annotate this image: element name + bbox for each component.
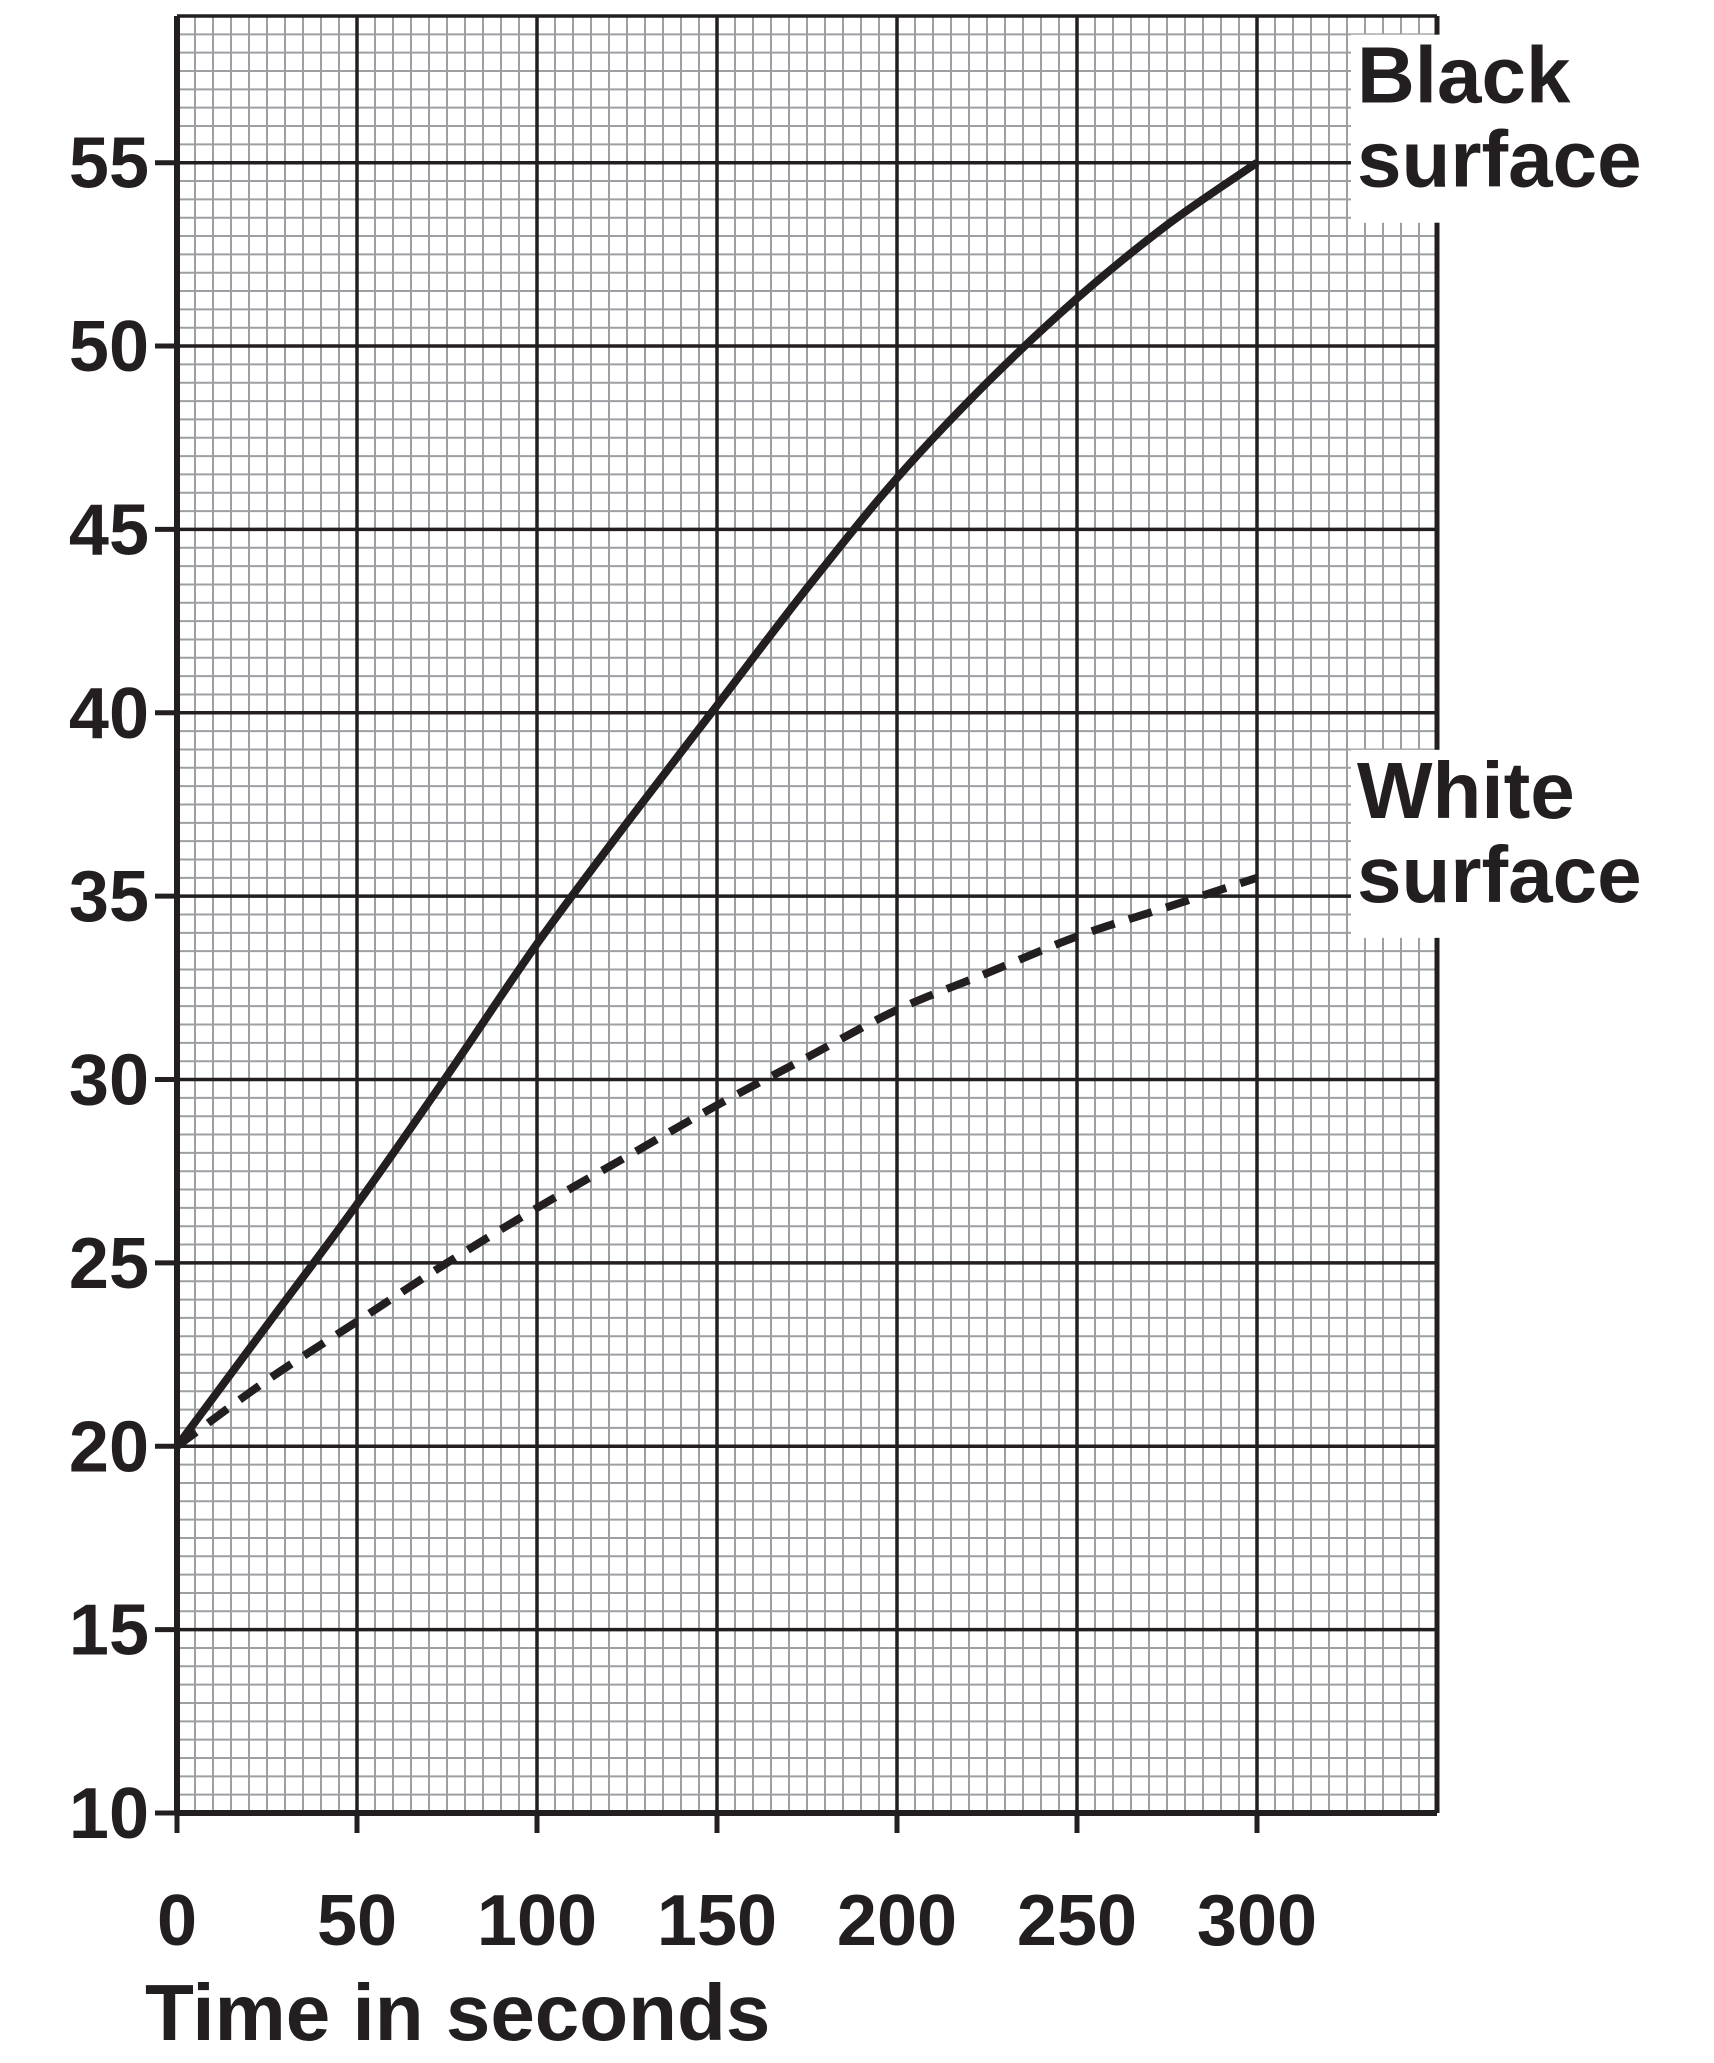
black-surface-label-background [1351, 34, 1708, 223]
x-axis-title: Time in seconds [145, 1968, 770, 2057]
x-tick-labels: 0 50 100 150 200 250 300 [157, 1881, 1317, 1961]
y-tick-label: 40 [69, 674, 149, 754]
white-surface-label-line: White [1357, 746, 1575, 835]
white-surface-label-background [1351, 749, 1708, 938]
y-tick-label: 25 [69, 1224, 149, 1304]
black-surface-label-line: surface [1357, 115, 1642, 204]
y-tick-labels: 10 15 20 25 30 35 40 45 50 55 [69, 124, 149, 1854]
minor-gridlines [177, 15, 1437, 1813]
x-tick-label: 150 [657, 1881, 777, 1961]
axes [155, 14, 1440, 1833]
x-tick-label: 250 [1017, 1881, 1137, 1961]
black-surface-line [173, 159, 1260, 1449]
x-tick-label: 100 [477, 1881, 597, 1961]
y-tick-label: 45 [69, 490, 149, 570]
y-tick-label: 30 [69, 1041, 149, 1121]
y-tick-label: 55 [69, 124, 149, 204]
white-surface-line [174, 873, 1259, 1450]
y-tick-label: 20 [69, 1407, 149, 1487]
x-tick-label: 50 [317, 1881, 397, 1961]
white-surface-label-line: surface [1357, 830, 1642, 919]
y-tick-label: 35 [69, 857, 149, 937]
x-tick-label: 200 [837, 1881, 957, 1961]
y-tick-label: 15 [69, 1591, 149, 1671]
black-surface-label-line: Black [1357, 31, 1571, 120]
x-tick-label: 300 [1197, 1881, 1317, 1961]
y-tick-label: 50 [69, 307, 149, 387]
y-tick-label: 10 [69, 1774, 149, 1854]
series-lines [173, 159, 1260, 1450]
x-tick-label: 0 [157, 1881, 197, 1961]
